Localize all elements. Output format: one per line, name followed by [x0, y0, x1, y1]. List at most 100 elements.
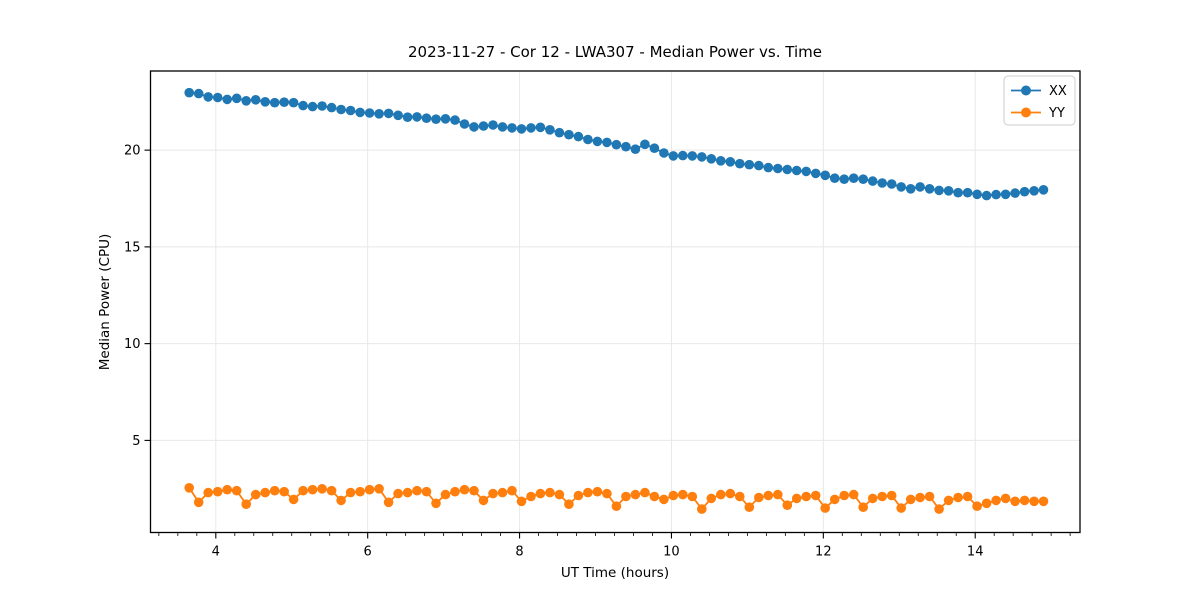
y-tick-label: 15 — [124, 240, 141, 255]
data-point — [1000, 493, 1011, 504]
data-point — [716, 156, 726, 166]
data-point — [583, 487, 593, 498]
data-point — [488, 120, 498, 130]
data-point — [810, 168, 821, 179]
legend-marker — [1021, 107, 1031, 118]
legend-item-yy: YY — [1011, 106, 1065, 121]
data-point — [241, 499, 251, 510]
data-point — [279, 97, 290, 107]
data-point — [754, 492, 764, 503]
data-point — [858, 502, 868, 512]
data-point — [573, 131, 584, 142]
data-point — [260, 97, 271, 107]
data-point — [459, 484, 470, 495]
data-point — [383, 497, 394, 508]
data-point — [659, 148, 669, 158]
data-point — [1000, 189, 1011, 200]
data-point — [535, 488, 546, 499]
data-point — [791, 493, 802, 504]
data-point — [393, 110, 403, 121]
data-point — [611, 501, 622, 512]
data-point — [545, 487, 555, 498]
data-point — [431, 114, 441, 124]
data-point — [839, 490, 849, 501]
data-point — [991, 189, 1001, 200]
data-point — [924, 491, 935, 502]
data-point — [706, 154, 717, 164]
data-point — [564, 129, 574, 140]
data-point — [754, 160, 764, 171]
data-point — [184, 483, 194, 493]
data-point — [203, 487, 213, 498]
data-point — [630, 144, 641, 154]
data-point — [905, 184, 916, 194]
data-point — [440, 489, 451, 500]
data-point — [317, 101, 327, 111]
data-point — [905, 494, 916, 505]
data-point — [497, 122, 508, 132]
data-point — [288, 97, 299, 108]
data-point — [345, 105, 356, 116]
data-point — [307, 101, 318, 112]
data-point — [943, 186, 954, 196]
data-point — [962, 491, 973, 502]
data-point — [279, 486, 290, 497]
x-tick-label: 14 — [967, 545, 984, 560]
data-point — [621, 491, 631, 502]
data-point — [621, 141, 631, 152]
data-point — [877, 491, 887, 502]
data-point — [488, 488, 498, 499]
data-point — [640, 487, 650, 498]
y-tick-label: 20 — [124, 144, 141, 159]
data-point — [241, 96, 251, 106]
data-point — [364, 108, 375, 118]
legend-item-xx: XX — [1011, 84, 1067, 99]
data-point — [896, 503, 906, 513]
data-point — [630, 489, 641, 500]
data-point — [355, 107, 365, 118]
data-point — [222, 484, 232, 495]
data-point — [782, 164, 793, 175]
data-point — [763, 162, 774, 173]
data-point — [668, 151, 679, 161]
data-point — [269, 97, 280, 108]
data-point — [497, 487, 508, 498]
data-point — [820, 503, 830, 513]
data-point — [972, 189, 982, 200]
data-point — [886, 490, 897, 501]
legend-marker — [1021, 85, 1031, 96]
data-point — [668, 490, 679, 501]
data-point — [526, 123, 536, 133]
data-point — [478, 121, 489, 131]
data-point — [602, 488, 612, 499]
data-point — [725, 488, 736, 499]
data-point — [269, 485, 280, 496]
data-point — [288, 494, 299, 505]
data-point — [706, 493, 717, 504]
data-point — [345, 487, 356, 498]
y-axis-ticks: 5 10 15 20 — [124, 144, 151, 449]
x-tick-label: 12 — [815, 545, 832, 560]
data-point — [450, 115, 460, 125]
data-point — [212, 92, 223, 103]
data-point — [687, 151, 698, 161]
data-point — [554, 127, 565, 138]
data-point — [896, 182, 906, 192]
data-point — [231, 485, 242, 496]
data-point — [326, 102, 337, 113]
data-point — [355, 486, 365, 497]
data-point — [516, 124, 527, 134]
data-point — [744, 159, 755, 170]
x-tick-label: 6 — [364, 545, 372, 560]
grid-lines — [150, 71, 1080, 533]
data-point — [592, 486, 603, 497]
x-axis-label: UT Time (hours) — [561, 565, 669, 581]
x-tick-label: 4 — [212, 545, 220, 560]
data-point — [298, 485, 308, 496]
data-point — [212, 486, 223, 497]
data-point — [801, 491, 811, 502]
data-point — [431, 498, 441, 509]
data-point — [440, 114, 451, 124]
data-point — [250, 95, 261, 105]
